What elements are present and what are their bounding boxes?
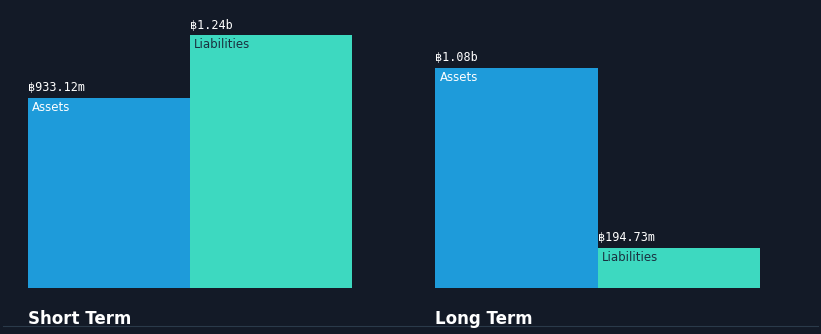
Text: Liabilities: Liabilities — [602, 251, 658, 264]
Bar — [190, 35, 352, 288]
Text: Long Term: Long Term — [435, 310, 533, 328]
Text: ฿1.08b: ฿1.08b — [435, 51, 478, 64]
Text: ฿933.12m: ฿933.12m — [28, 81, 85, 94]
Text: Short Term: Short Term — [28, 310, 131, 328]
Text: Assets: Assets — [439, 71, 478, 84]
Text: ฿1.24b: ฿1.24b — [190, 19, 232, 32]
Bar — [598, 248, 760, 288]
Text: ฿194.73m: ฿194.73m — [598, 231, 654, 244]
Text: Assets: Assets — [32, 101, 71, 114]
Text: Liabilities: Liabilities — [194, 38, 250, 51]
Bar — [28, 98, 190, 288]
Bar — [435, 68, 598, 288]
